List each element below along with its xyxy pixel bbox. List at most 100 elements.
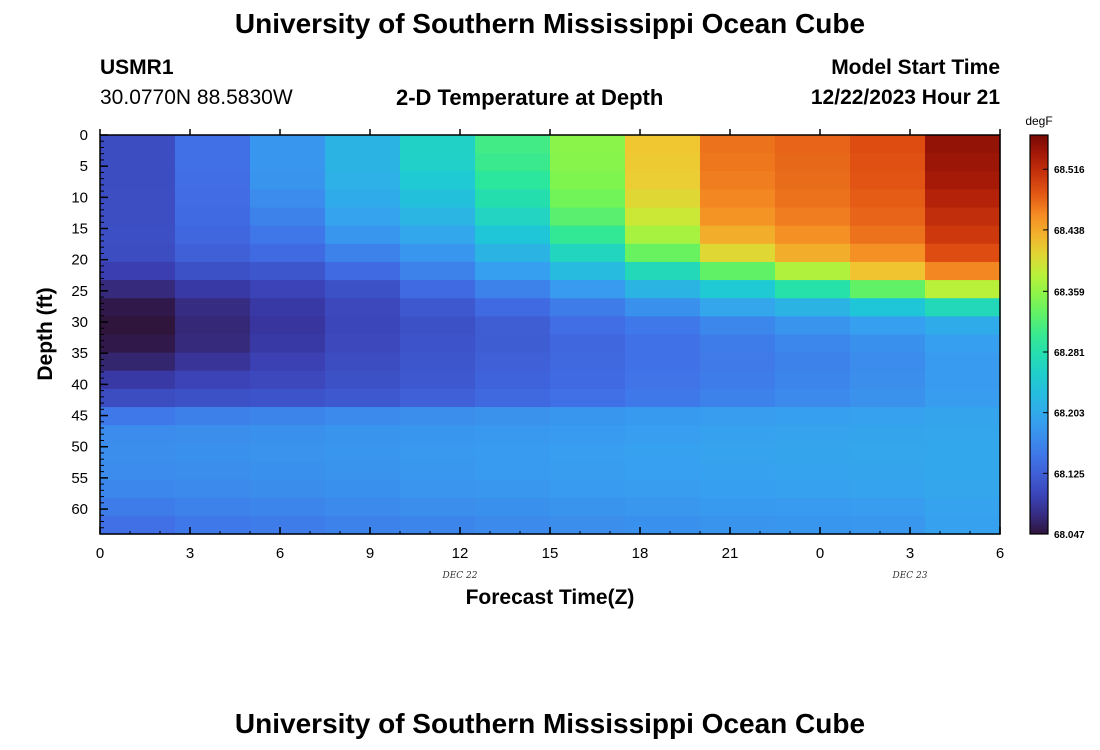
heatmap-cell	[250, 388, 326, 408]
heatmap-cell	[325, 461, 401, 481]
heatmap-cell	[850, 243, 926, 263]
y-tick-label: 35	[71, 345, 88, 362]
heatmap-cell	[550, 298, 626, 317]
heatmap-cell	[475, 225, 551, 245]
heatmap-cell	[475, 407, 551, 426]
heatmap-cell	[550, 243, 626, 263]
heatmap-cell	[550, 261, 626, 281]
heatmap-cell	[100, 461, 176, 481]
heatmap-cell	[400, 243, 476, 263]
heatmap-cell	[700, 425, 776, 444]
heatmap-cell	[850, 497, 926, 517]
heatmap-cell	[550, 225, 626, 245]
model-start-value: 12/22/2023 Hour 21	[810, 86, 1000, 109]
heatmap-cell	[400, 316, 476, 336]
heatmap-cell	[100, 171, 176, 191]
heatmap-cell	[625, 225, 701, 245]
heatmap-cell	[925, 425, 1001, 444]
heatmap-cell	[250, 153, 326, 172]
heatmap-cell	[175, 497, 251, 517]
heatmap-cell	[850, 135, 926, 154]
x-tick-label: 0	[96, 545, 104, 562]
heatmap-cell	[625, 243, 701, 263]
heatmap-cell	[550, 461, 626, 481]
heatmap-cell	[325, 370, 401, 390]
heatmap-cell	[925, 135, 1001, 154]
heatmap-cell	[250, 497, 326, 517]
heatmap-cell	[475, 461, 551, 481]
heatmap-cell	[475, 425, 551, 444]
x-tick-label: 18	[632, 545, 649, 562]
heatmap-cell	[775, 425, 851, 444]
heatmap-cell	[625, 135, 701, 154]
colorbar-tick-label: 68.047	[1054, 530, 1085, 541]
heatmap-cell	[700, 352, 776, 372]
heatmap-cell	[175, 388, 251, 408]
heatmap-cell	[325, 280, 401, 299]
heatmap-cell	[175, 153, 251, 172]
heatmap-cell	[625, 207, 701, 227]
heatmap-cell	[700, 316, 776, 336]
heatmap-cell	[850, 316, 926, 336]
heatmap-cell	[400, 388, 476, 408]
heatmap-cell	[925, 461, 1001, 481]
heatmap-cell	[925, 352, 1001, 372]
heatmap-cell	[850, 407, 926, 426]
heatmap-cell	[700, 407, 776, 426]
heatmap-cell	[925, 207, 1001, 227]
heatmap-cell	[475, 261, 551, 281]
heatmap-cell	[325, 352, 401, 372]
y-tick-label: 45	[71, 408, 88, 425]
heatmap-cell	[775, 352, 851, 372]
heatmap-cell	[925, 225, 1001, 245]
heatmap-cell	[625, 407, 701, 426]
heatmap-cell	[250, 425, 326, 444]
heatmap-cell	[100, 298, 176, 317]
heatmap-cell	[550, 388, 626, 408]
heatmap-cell	[250, 443, 326, 463]
page-title: University of Southern Mississippi Ocean…	[234, 8, 866, 39]
heatmap-cell	[550, 171, 626, 191]
heatmap-cell	[400, 515, 476, 535]
heatmap-cell	[400, 443, 476, 463]
heatmap-cell	[925, 388, 1001, 408]
heatmap-cell	[550, 135, 626, 154]
heatmap-cell	[175, 171, 251, 191]
heatmap-cell	[325, 425, 401, 444]
heatmap-cell	[175, 225, 251, 245]
heatmap-cell	[250, 243, 326, 263]
heatmap-cell	[625, 388, 701, 408]
heatmap-cell	[325, 243, 401, 263]
heatmap-cell	[550, 407, 626, 426]
heatmap-cell	[400, 334, 476, 354]
heatmap-cell	[550, 316, 626, 336]
heatmap-cell	[775, 316, 851, 336]
heatmap-cell	[550, 370, 626, 390]
heatmap-cell	[625, 370, 701, 390]
heatmap-cell	[175, 425, 251, 444]
heatmap-cell	[625, 461, 701, 481]
heatmap-cell	[625, 497, 701, 517]
heatmap-cell	[475, 135, 551, 154]
heatmap-cell	[175, 207, 251, 227]
heatmap-cell	[100, 334, 176, 354]
heatmap-cell	[400, 189, 476, 209]
heatmap-cell	[475, 316, 551, 336]
heatmap-cell	[250, 316, 326, 336]
y-tick-label: 30	[71, 314, 88, 331]
colorbar-units: degF	[1025, 114, 1052, 128]
date-label: DEC 23	[892, 571, 928, 581]
heatmap-cell	[100, 280, 176, 299]
y-tick-label: 20	[71, 252, 88, 269]
heatmap-cell	[400, 280, 476, 299]
heatmap-cell	[700, 497, 776, 517]
heatmap-cell	[850, 298, 926, 317]
heatmap-cell	[850, 479, 926, 499]
heatmap-cell	[175, 334, 251, 354]
heatmap-cell	[775, 280, 851, 299]
heatmap-cell	[850, 443, 926, 463]
heatmap-cell	[325, 515, 401, 535]
heatmap-cell	[625, 515, 701, 535]
heatmap-cell	[775, 497, 851, 517]
heatmap-cell	[625, 316, 701, 336]
